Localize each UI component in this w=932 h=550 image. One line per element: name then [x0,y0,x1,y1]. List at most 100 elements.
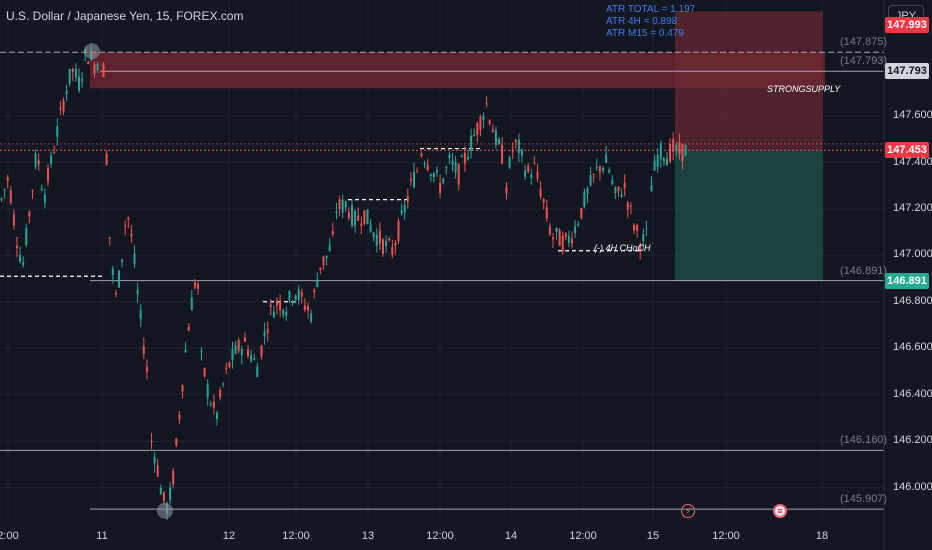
candle-body [65,90,68,95]
candle-body [533,162,536,164]
candle-body [260,345,263,357]
candle-body [420,153,423,157]
candle-body [354,211,357,226]
candle-body [156,465,159,476]
x-tick-label: 11 [96,530,108,542]
candle-body [409,178,412,181]
price-label-last-price: 147.453 [885,142,929,159]
candle-body [87,61,90,65]
y-tick-label: 146.600 [893,341,932,354]
candle-body [508,157,511,168]
candle-body [574,226,577,233]
candle-body [473,134,476,137]
candle-body [175,438,178,446]
candle-body [602,167,604,171]
candle-body [231,348,234,360]
candle-body [200,350,203,352]
candle-body [285,311,288,316]
candle-body [617,186,620,192]
candle-body [190,297,193,311]
candle-body [219,389,222,398]
candle-body [542,198,545,203]
price-label-level: 147.793 [885,63,929,80]
candle-body [181,385,184,392]
candle-body [363,210,366,224]
candle-body [303,305,306,310]
candle-body [145,366,148,373]
candle-body [253,358,256,360]
candle-body [583,192,586,207]
candle-body [266,329,269,333]
take-profit-zone [675,150,823,281]
candle-body [536,171,539,179]
lightning-event-icon[interactable]: ⚡ [681,504,695,518]
candle-body [530,174,533,179]
candle-body [567,235,570,243]
candle-body [153,456,156,464]
candle-body [16,245,18,249]
candle-body [150,441,153,443]
candle-body [659,142,662,160]
candle-body [642,233,645,242]
candle-body [43,194,46,203]
candle-body [517,139,520,154]
candle-body [68,68,71,84]
candle-body [130,233,133,237]
candle-body [310,313,313,322]
x-tick-label: 18 [815,530,829,542]
candle-body [269,304,272,307]
candle-body [681,143,684,162]
candle-body [142,346,145,354]
candle-body [564,233,567,238]
candle-body [19,255,22,262]
candle-body [372,232,375,238]
level-value-label: (147.875) [840,36,888,49]
candle-body [479,116,482,131]
candle-body [666,158,668,166]
candle-body [319,267,322,271]
candle-body [366,209,369,225]
candle-body [467,156,469,160]
candle-body [498,139,500,144]
candle-body [6,177,9,182]
candle-body [527,165,530,172]
y-tick-label: 146.800 [893,294,932,307]
candle-body [169,487,172,501]
candle-body [636,224,639,231]
x-tick-label: 13 [361,530,375,542]
candle-body [675,144,678,151]
candle-body [256,366,259,377]
us-flag-event-icon[interactable]: ≡ [773,504,787,518]
candle-body [423,163,426,165]
candle-body [552,237,554,240]
candle-body [347,212,350,219]
candle-body [37,160,40,165]
candle-body [127,217,130,220]
candle-body [400,210,403,214]
candle-body [322,256,325,265]
candle-body [598,166,601,173]
swing-high-marker [84,43,100,60]
candle-body [460,156,463,158]
candle-body [237,339,240,352]
candle-body [307,306,309,311]
candle-body [96,64,99,71]
horizontal-levels [0,51,884,510]
candle-body [203,368,206,377]
candle-body [59,107,62,110]
candle-body [162,491,165,502]
candle-body [539,188,542,197]
candle-body [351,205,353,226]
candle-body [463,152,466,164]
candle-body [501,144,504,164]
candle-body [272,311,275,318]
candle-body [432,173,435,177]
candle-body [403,204,406,213]
price-label-target: 146.891 [885,272,929,289]
candle-body [178,414,181,420]
x-tick-label: 12 [222,530,236,542]
candle-body [93,64,96,74]
candle-body [81,78,84,82]
candle-body [378,230,381,244]
